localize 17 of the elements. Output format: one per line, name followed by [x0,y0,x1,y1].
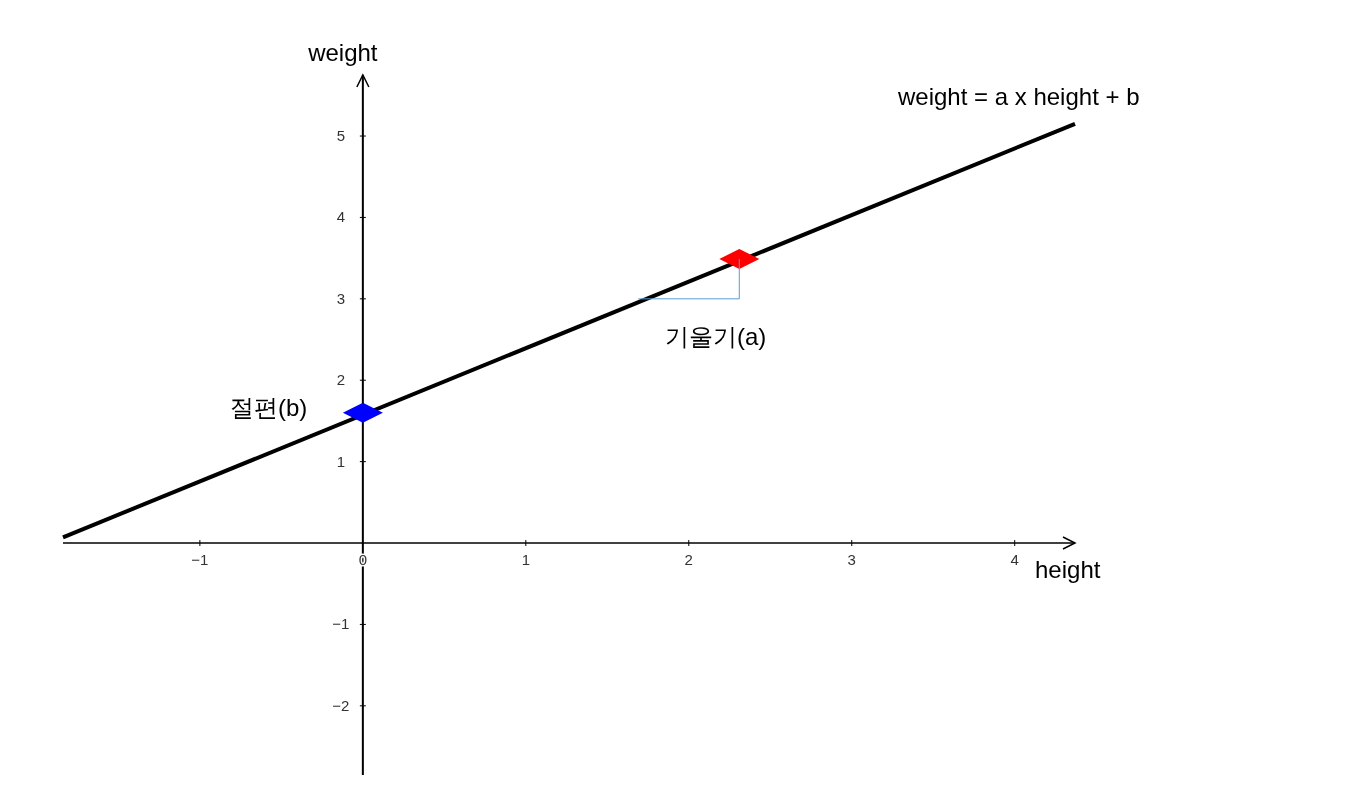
annotation: 절편(b) [230,394,308,421]
x-tick-label: −1 [191,551,209,569]
x-tick-label: 1 [521,551,530,569]
y-tick-label: −2 [332,696,350,714]
annotation: weight = a x height + b [897,83,1140,110]
y-tick-label: 3 [336,289,346,307]
x-axis-title: height [1035,556,1101,584]
y-tick-label: 1 [336,452,346,470]
y-tick-label: 2 [336,371,346,389]
y-tick-label: −1 [332,615,350,633]
y-axis-title: weight [307,39,378,66]
x-tick-label: 3 [847,551,856,569]
annotation: 기울기(a) [665,323,767,350]
y-tick-label: 4 [336,208,346,226]
x-tick-label: 2 [684,551,693,569]
x-tick-label: 4 [1010,551,1019,569]
y-tick-label: 5 [336,127,346,145]
